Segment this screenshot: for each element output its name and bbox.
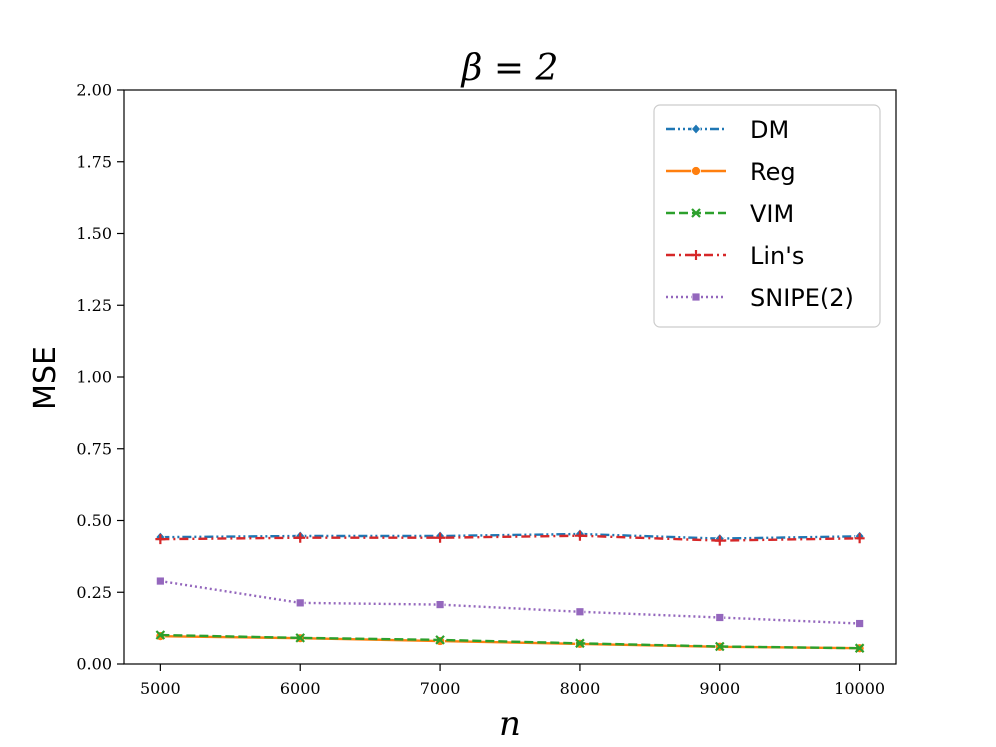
legend-entry: VIM — [666, 200, 794, 228]
series-line — [160, 579, 860, 625]
x-tick-label: 8000 — [560, 679, 601, 698]
legend-label: SNIPE(2) — [750, 284, 854, 312]
data-point — [155, 630, 166, 640]
data-point — [855, 619, 865, 628]
y-tick-label: 1.00 — [76, 368, 112, 387]
chart-title: β = 2 — [460, 48, 559, 89]
y-tick-label: 2.00 — [76, 81, 112, 100]
data-point — [435, 635, 445, 645]
x-tick-label: 7000 — [420, 679, 461, 698]
series-reg — [155, 631, 865, 654]
x-axis-label: n — [499, 704, 521, 744]
data-point — [575, 607, 585, 617]
legend: DM Reg VIM Lin's SNIPE(2) — [653, 104, 881, 328]
legend-marker — [691, 250, 701, 260]
data-point — [155, 576, 165, 586]
data-point — [574, 530, 585, 541]
data-point — [435, 600, 445, 609]
legend-label: DM — [750, 116, 789, 144]
y-tick-label: 0.00 — [76, 655, 112, 674]
series-line — [160, 532, 860, 540]
data-point — [295, 598, 305, 608]
series-vim — [155, 630, 865, 653]
x-axis-ticks: 5000 6000 7000 8000 9000 10000 — [140, 664, 885, 698]
legend-label: Lin's — [750, 242, 804, 270]
data-point — [715, 613, 725, 622]
y-tick-label: 1.25 — [76, 296, 112, 315]
legend-entry: DM — [666, 116, 789, 144]
y-tick-label: 1.75 — [76, 152, 112, 171]
data-point — [854, 643, 865, 653]
y-tick-label: 1.50 — [76, 224, 112, 243]
legend-entry: Reg — [666, 158, 796, 186]
legend-box — [653, 104, 881, 328]
x-tick-label: 9000 — [699, 679, 740, 698]
data-point — [155, 534, 166, 545]
series-lin-s — [155, 530, 865, 546]
legend-entry: Lin's — [666, 242, 804, 270]
legend-marker — [691, 292, 701, 302]
y-tick-label: 0.25 — [76, 583, 112, 602]
series-line — [160, 534, 860, 542]
data-point — [854, 533, 865, 544]
y-axis-label: MSE — [28, 346, 63, 410]
series-layer — [155, 528, 865, 654]
legend-label: Reg — [750, 158, 796, 186]
legend-entry: SNIPE(2) — [666, 284, 854, 312]
legend-marker — [691, 208, 701, 218]
x-tick-label: 6000 — [280, 679, 321, 698]
data-point — [435, 532, 446, 543]
data-point — [715, 641, 725, 652]
legend-marker — [691, 166, 701, 176]
x-tick-label: 5000 — [140, 679, 181, 698]
data-point — [714, 535, 725, 546]
data-point — [295, 633, 305, 643]
legend-marker — [690, 123, 702, 135]
series-line — [160, 634, 860, 650]
series-snipe-2- — [155, 576, 865, 628]
y-axis-ticks: 0.00 0.25 0.50 0.75 1.00 1.25 1.50 1.75 2.00 — [76, 81, 124, 674]
y-tick-label: 0.50 — [76, 511, 112, 530]
x-tick-label: 10000 — [834, 679, 885, 698]
legend-label: VIM — [750, 200, 794, 228]
y-tick-label: 0.75 — [76, 439, 112, 458]
data-point — [575, 638, 585, 649]
data-point — [295, 532, 306, 543]
